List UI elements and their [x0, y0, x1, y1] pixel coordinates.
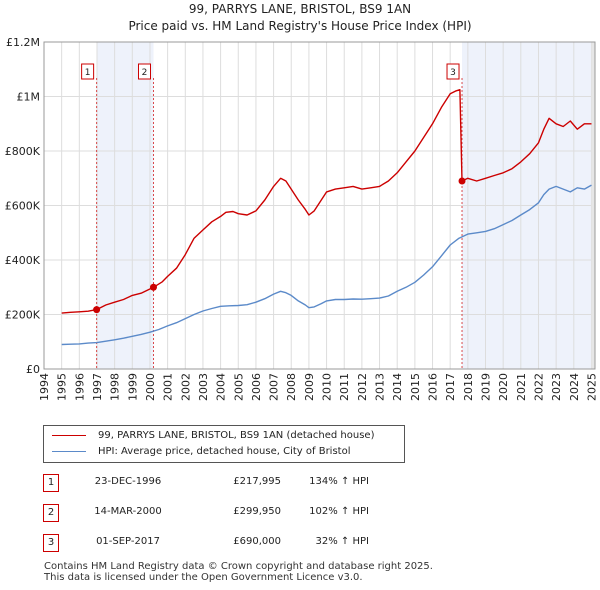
- sale-label: 3: [450, 68, 456, 78]
- sale-label: 1: [85, 68, 91, 78]
- y-tick-label: £800K: [5, 145, 41, 158]
- x-tick-label: 2024: [568, 373, 581, 401]
- x-tick-label: 2010: [321, 373, 334, 401]
- sale-number-badge: 2: [43, 504, 59, 522]
- x-tick-label: 1996: [73, 373, 86, 401]
- x-tick-label: 2019: [480, 373, 493, 401]
- sale-label-box: [81, 63, 95, 80]
- x-tick-label: 2012: [356, 373, 369, 401]
- y-tick-label: £600K: [5, 200, 41, 213]
- sale-price: £299,950: [233, 506, 281, 517]
- x-tick-label: 1999: [126, 373, 139, 401]
- x-tick-label: 2017: [444, 373, 457, 401]
- legend-swatch-hpi: [52, 450, 86, 452]
- x-tick-label: 2021: [515, 373, 528, 401]
- sale-price: £690,000: [233, 536, 281, 547]
- x-tick-label: 1995: [56, 373, 69, 401]
- x-tick-label: 2001: [162, 373, 175, 401]
- x-tick-label: 2020: [497, 373, 510, 401]
- x-tick-label: 1998: [109, 373, 122, 401]
- chart-subtitle: Price paid vs. HM Land Registry's House …: [128, 19, 472, 33]
- x-tick-label: 1997: [91, 373, 104, 401]
- sale-label-box: [446, 63, 460, 80]
- sale-date: 23-DEC-1996: [94, 476, 162, 487]
- future-hatch: [591, 42, 595, 369]
- y-tick-label: £1.2M: [6, 36, 40, 49]
- sale-point: [93, 306, 101, 314]
- x-tick-label: 2022: [532, 373, 545, 401]
- sale-row: 1 23-DEC-1996 £217,995 134% ↑ HPI: [43, 470, 443, 500]
- legend-item-hpi: HPI: Average price, detached house, City…: [52, 444, 351, 460]
- sale-row: 3 01-SEP-2017 £690,000 32% ↑ HPI: [43, 530, 443, 560]
- x-tick-label: 2004: [215, 373, 228, 401]
- x-tick-label: 2006: [250, 373, 263, 401]
- sale-label-box: [137, 63, 151, 80]
- x-tick-label: 2025: [585, 373, 598, 401]
- sale-label: 2: [142, 68, 148, 78]
- x-tick-label: 2015: [409, 373, 422, 401]
- x-tick-label: 2002: [179, 373, 192, 401]
- sales-table: 1 23-DEC-1996 £217,995 134% ↑ HPI 2 14-M…: [43, 470, 443, 560]
- x-tick-label: 2005: [232, 373, 245, 401]
- y-tick-label: £0: [26, 363, 40, 376]
- x-tick-label: 2018: [462, 373, 475, 401]
- property-series-line: [61, 88, 592, 314]
- sale-hpi-change: 102% ↑ HPI: [309, 506, 369, 517]
- sale-point: [149, 283, 157, 291]
- y-tick-label: £1M: [17, 91, 41, 104]
- sale-hpi-change: 134% ↑ HPI: [309, 476, 369, 487]
- sale-number-badge: 3: [43, 534, 59, 552]
- legend-label-property: 99, PARRYS LANE, BRISTOL, BS9 1AN (detac…: [98, 430, 375, 441]
- chart-title: 99, PARRYS LANE, BRISTOL, BS9 1AN: [188, 2, 412, 16]
- x-tick-label: 2016: [427, 373, 440, 401]
- x-tick-label: 2007: [268, 373, 281, 401]
- x-tick-label: 2023: [550, 373, 563, 401]
- hpi-series-line: [61, 184, 592, 346]
- x-tick-label: 2008: [285, 373, 298, 401]
- y-tick-label: £400K: [5, 254, 41, 267]
- x-tick-label: 2000: [144, 373, 157, 401]
- footer-licence: This data is licensed under the Open Gov…: [44, 572, 363, 583]
- price-chart: 1 2 3 £0 £200K £400K £600K £800K £1M £1.2M 1994 199…: [5, 36, 599, 401]
- legend-swatch-property: [52, 434, 86, 436]
- sale-price: £217,995: [233, 476, 281, 487]
- legend-item-property: 99, PARRYS LANE, BRISTOL, BS9 1AN (detac…: [52, 428, 374, 444]
- sale-point: [458, 177, 466, 185]
- x-tick-label: 2014: [391, 373, 404, 401]
- y-tick-label: £200K: [5, 309, 41, 322]
- plot-border: [43, 41, 596, 370]
- legend-label-hpi: HPI: Average price, detached house, City…: [98, 446, 351, 457]
- x-tick-label: 1994: [38, 373, 51, 401]
- x-tick-label: 2011: [338, 373, 351, 401]
- x-tick-label: 2013: [374, 373, 387, 401]
- sale-number-badge: 1: [43, 474, 59, 492]
- sale-date: 14-MAR-2000: [94, 506, 162, 517]
- x-tick-label: 2003: [197, 373, 210, 401]
- chart-legend: 99, PARRYS LANE, BRISTOL, BS9 1AN (detac…: [43, 425, 405, 463]
- sale-row: 2 14-MAR-2000 £299,950 102% ↑ HPI: [43, 500, 443, 530]
- sale-date: 01-SEP-2017: [96, 536, 160, 547]
- footer-copyright: Contains HM Land Registry data © Crown c…: [44, 561, 433, 572]
- x-tick-label: 2009: [303, 373, 316, 401]
- sale-hpi-change: 32% ↑ HPI: [315, 536, 369, 547]
